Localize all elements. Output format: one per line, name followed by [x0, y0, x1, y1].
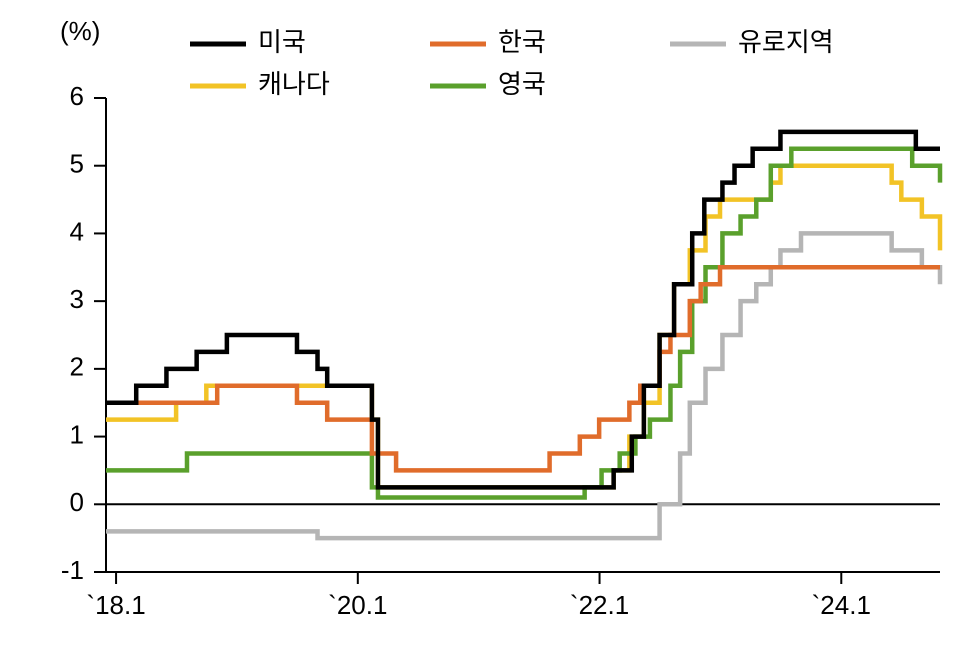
legend-label-korea: 한국	[498, 27, 546, 57]
y-tick-label: 1	[70, 419, 84, 449]
chart-svg: -1 0 1 2 3 4 5 6 (%) `18.1 `20.1 `22.1 `24.1 미국 한국 유로지역…	[0, 0, 971, 652]
legend-label-euro: 유로지역	[738, 27, 834, 57]
x-tick-label: `20.1	[328, 590, 387, 620]
y-tick-label: 6	[70, 81, 84, 111]
series-us	[106, 132, 940, 488]
y-tick-label: 3	[70, 284, 84, 314]
y-axis-title: (%)	[60, 16, 100, 46]
series-uk	[106, 149, 940, 498]
legend-label-us: 미국	[258, 27, 306, 57]
series-korea	[106, 267, 940, 470]
policy-rate-chart: -1 0 1 2 3 4 5 6 (%) `18.1 `20.1 `22.1 `24.1 미국 한국 유로지역…	[0, 0, 971, 652]
y-tick-label: -1	[61, 555, 84, 585]
x-tick-label: `24.1	[812, 590, 871, 620]
x-tick-label: `18.1	[86, 590, 145, 620]
y-tick-label: 0	[70, 487, 84, 517]
x-tick-label: `22.1	[570, 590, 629, 620]
y-tick-label: 2	[70, 352, 84, 382]
legend-label-uk: 영국	[498, 69, 546, 99]
legend-label-canada: 캐나다	[258, 69, 330, 99]
y-tick-label: 4	[70, 216, 84, 246]
y-tick-label: 5	[70, 149, 84, 179]
series-canada	[106, 166, 940, 488]
